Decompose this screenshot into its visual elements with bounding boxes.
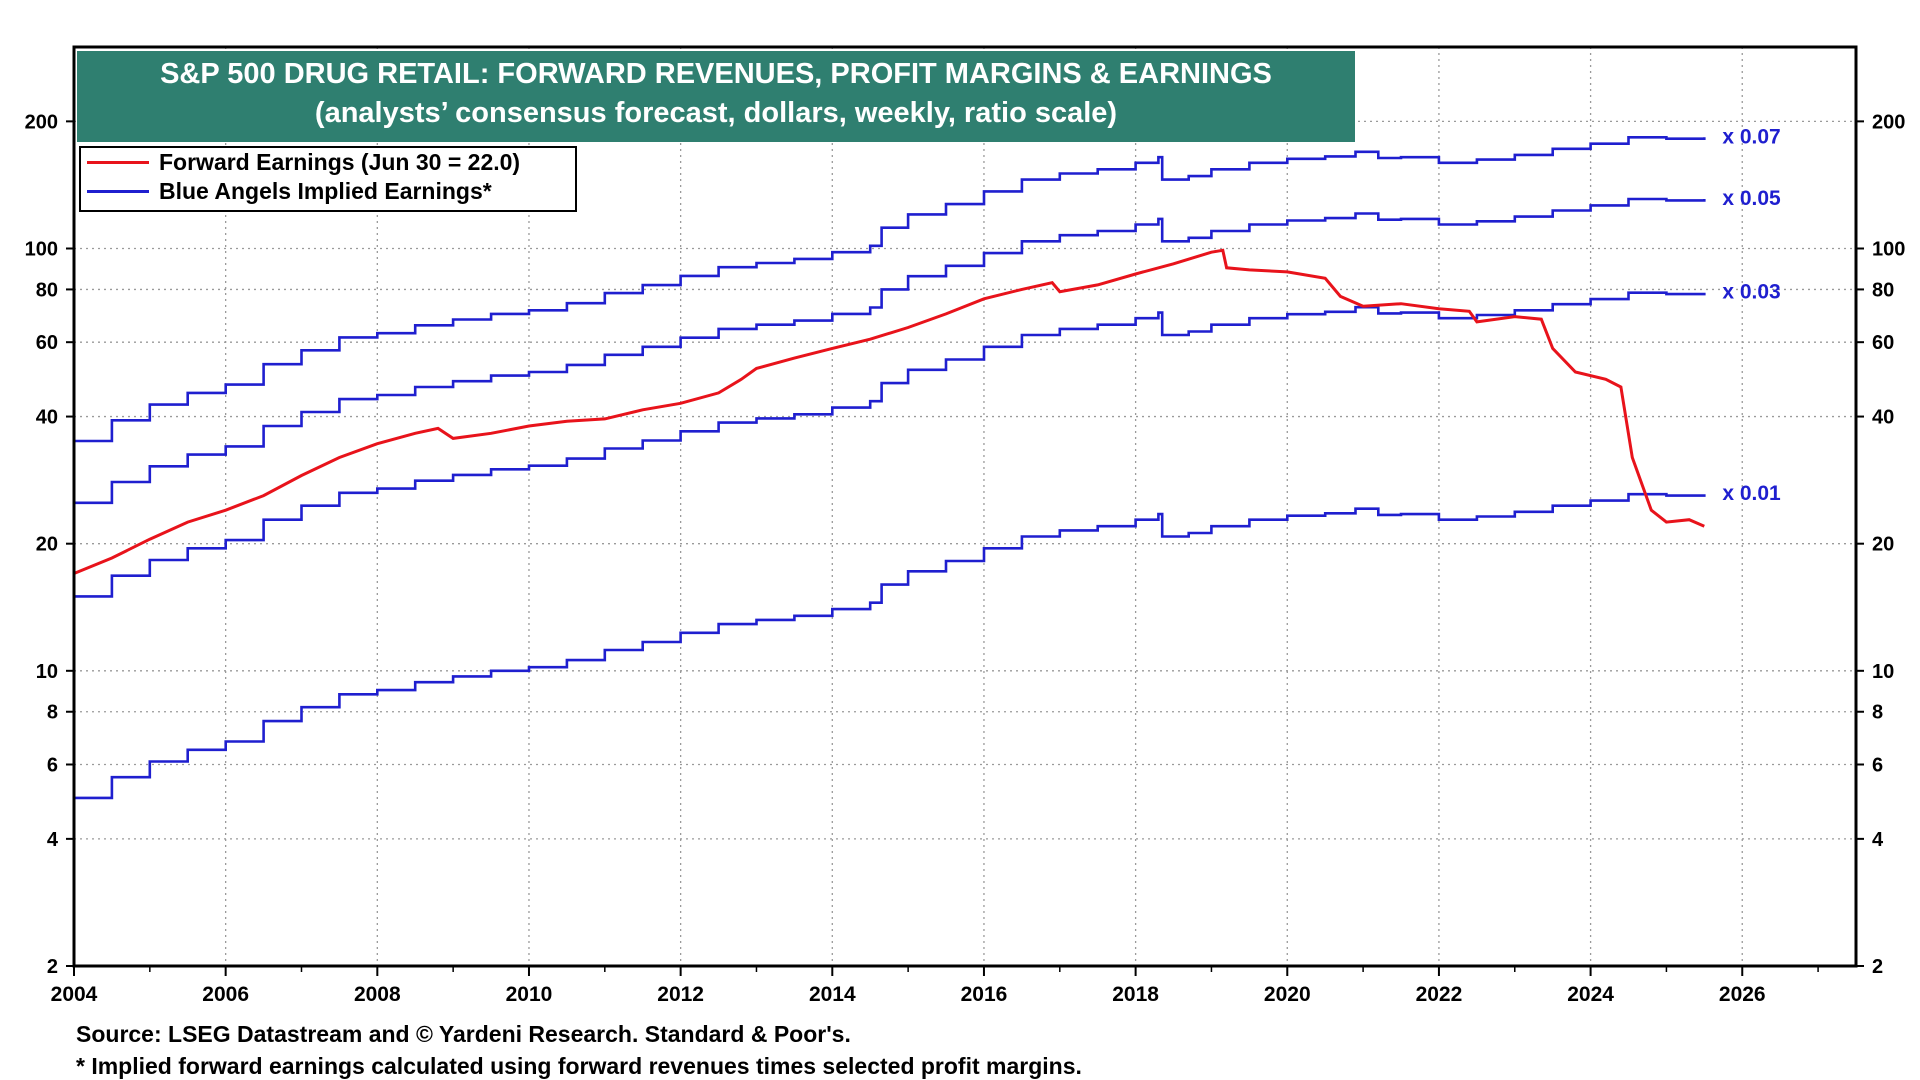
y-tick-label-left: 20 — [36, 534, 58, 556]
multiplier-label: x 0.03 — [1722, 281, 1780, 304]
x-tick-label: 2018 — [1112, 983, 1159, 1006]
legend-swatch-forward-earnings — [87, 161, 149, 164]
legend: Forward Earnings (Jun 30 = 22.0) Blue An… — [79, 146, 577, 212]
implied-earnings-line-x001 — [74, 492, 1706, 800]
forward-earnings-line — [73, 248, 1705, 575]
y-tick-label-right: 60 — [1872, 332, 1894, 354]
implied-earnings-line-x003 — [74, 291, 1706, 598]
y-tick-label-left: 200 — [25, 111, 58, 133]
chart-title: S&P 500 DRUG RETAIL: FORWARD REVENUES, P… — [160, 58, 1272, 90]
tick-layer — [66, 120, 1864, 976]
y-tick-label-left: 60 — [36, 332, 58, 354]
multiplier-label: x 0.05 — [1722, 187, 1781, 210]
y-tick-label-right: 10 — [1872, 661, 1894, 683]
multiplier-label: x 0.07 — [1722, 125, 1780, 148]
y-tick-label-left: 100 — [25, 238, 58, 260]
x-tick-label: 2012 — [657, 983, 704, 1006]
x-tick-label: 2010 — [506, 983, 553, 1006]
y-tick-label-right: 6 — [1872, 755, 1883, 777]
y-tick-label-right: 80 — [1872, 279, 1894, 301]
implied-earnings-line-x005 — [74, 197, 1706, 505]
x-tick-label: 2020 — [1264, 983, 1311, 1006]
label-layer: 2004 2006 2008 2010 2012 2014 2016 2018 2020 2022… — [25, 111, 1906, 1006]
legend-label-implied-earnings: Blue Angels Implied Earnings* — [159, 178, 492, 204]
x-tick-label: 2022 — [1416, 983, 1463, 1006]
legend-swatch-implied-earnings — [87, 190, 149, 193]
y-tick-label-right: 100 — [1872, 238, 1905, 260]
x-tick-label: 2014 — [809, 983, 856, 1006]
implied-earnings-line-x007 — [74, 136, 1706, 443]
y-tick-label-right: 4 — [1872, 829, 1884, 851]
x-tick-label: 2024 — [1567, 983, 1614, 1006]
y-tick-label-right: 40 — [1872, 407, 1894, 429]
y-tick-label-right: 2 — [1872, 956, 1883, 978]
legend-item-forward-earnings: Forward Earnings (Jun 30 = 22.0) — [87, 148, 575, 177]
legend-item-implied-earnings: Blue Angels Implied Earnings* — [87, 177, 575, 206]
y-tick-label-left: 4 — [47, 829, 59, 851]
y-tick-label-left: 8 — [47, 702, 58, 724]
chart-title-box: S&P 500 DRUG RETAIL: FORWARD REVENUES, P… — [77, 51, 1355, 142]
y-tick-label-right: 200 — [1872, 111, 1905, 133]
y-tick-label-left: 10 — [36, 661, 58, 683]
source-note: Source: LSEG Datastream and © Yardeni Re… — [76, 1021, 851, 1047]
x-tick-label: 2004 — [51, 983, 98, 1006]
multiplier-label: x 0.01 — [1722, 482, 1781, 505]
plot-frame — [72, 45, 1858, 968]
y-tick-label-right: 20 — [1872, 534, 1894, 556]
y-tick-label-left: 2 — [47, 956, 58, 978]
chart-subtitle: (analysts’ consensus forecast, dollars, … — [314, 97, 1118, 129]
legend-label-forward-earnings: Forward Earnings (Jun 30 = 22.0) — [159, 149, 521, 175]
x-tick-label: 2016 — [961, 983, 1008, 1006]
y-tick-label-left: 40 — [36, 407, 58, 429]
y-tick-label-left: 80 — [36, 279, 58, 301]
x-tick-label: 2026 — [1719, 983, 1766, 1006]
x-tick-label: 2008 — [354, 983, 401, 1006]
implied-footnote: * Implied forward earnings calculated us… — [76, 1053, 1082, 1079]
y-tick-label-right: 8 — [1872, 702, 1883, 724]
series-layer — [73, 136, 1706, 800]
x-tick-label: 2006 — [202, 983, 249, 1006]
y-tick-label-left: 6 — [47, 755, 58, 777]
